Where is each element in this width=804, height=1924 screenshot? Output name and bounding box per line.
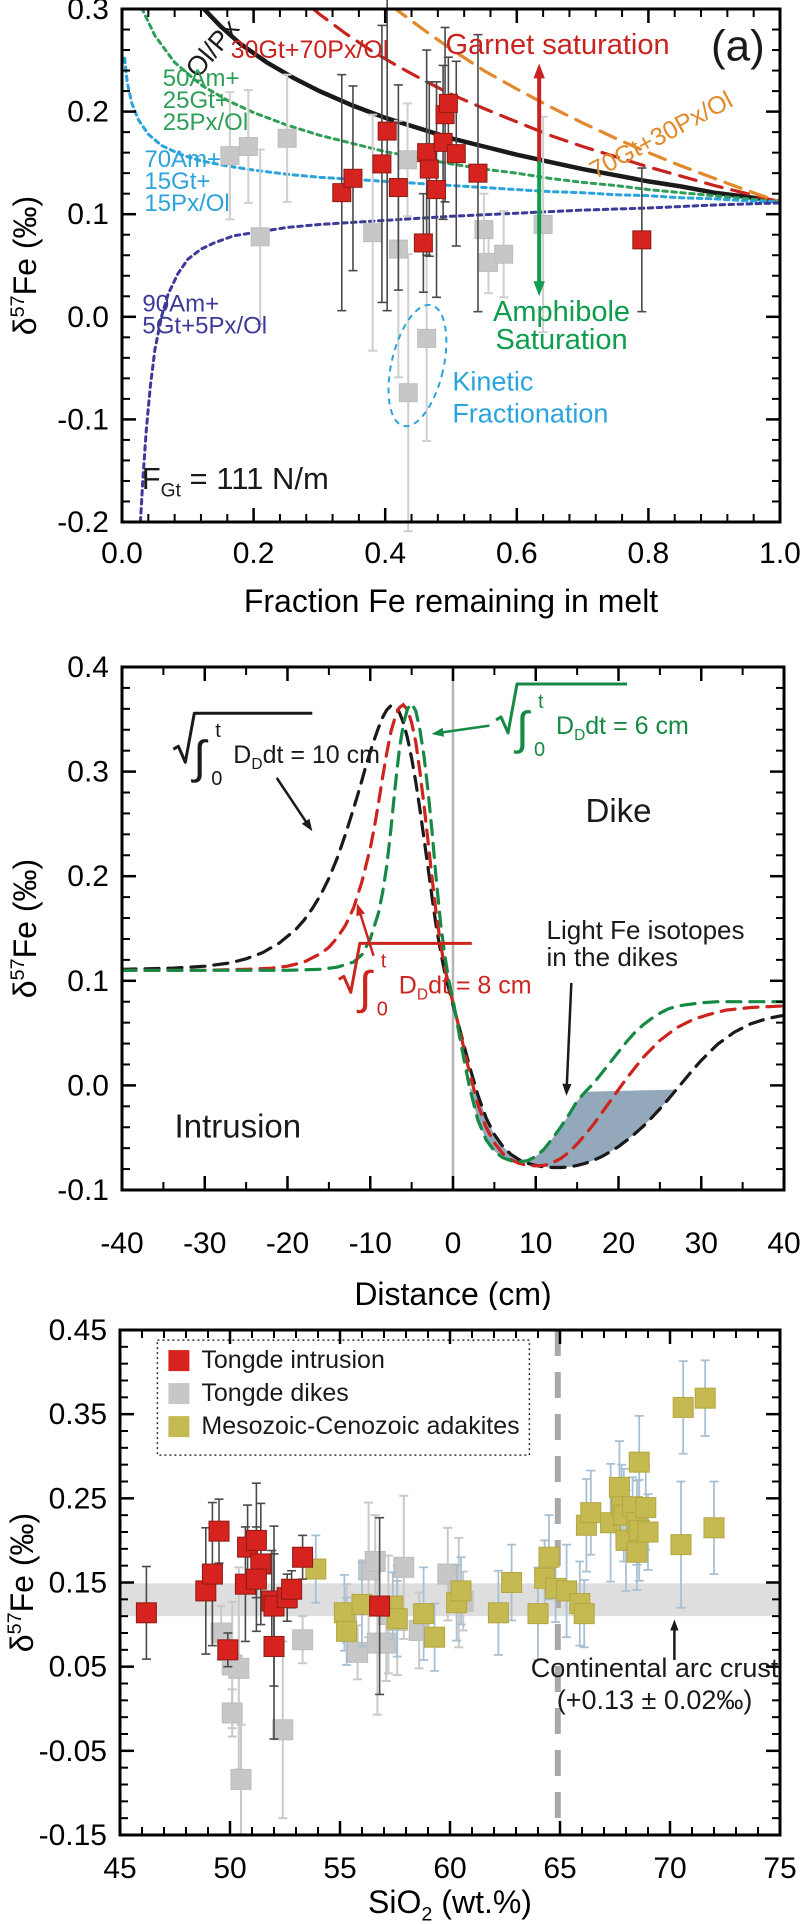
svg-text:-20: -20	[266, 1227, 309, 1260]
svg-text:70: 70	[653, 1852, 686, 1885]
svg-text:50Am+: 50Am+	[163, 65, 240, 92]
svg-text:45: 45	[103, 1852, 136, 1885]
svg-text:0.15: 0.15	[49, 1567, 107, 1600]
svg-text:Dike: Dike	[585, 792, 651, 829]
series-tongde-intrusion-markers	[332, 93, 652, 253]
svg-text:-0.15: -0.15	[39, 1819, 107, 1852]
svg-text:δ57Fe (‰): δ57Fe (‰)	[4, 1513, 40, 1652]
svg-text:15Px/Ol: 15Px/Ol	[144, 190, 229, 217]
svg-text:FGt = 111 N/m: FGt = 111 N/m	[142, 461, 329, 501]
svg-text:55: 55	[323, 1852, 356, 1885]
svg-text:25Px/Ol: 25Px/Ol	[163, 109, 248, 136]
svg-text:70Am+: 70Am+	[144, 146, 221, 173]
svg-text:-0.2: -0.2	[57, 506, 109, 539]
series-adakites-markers	[305, 1387, 725, 1648]
svg-text:0.45: 0.45	[49, 1314, 107, 1347]
svg-text:20: 20	[602, 1227, 635, 1260]
series-tongde-dikes-markers	[220, 128, 553, 403]
svg-text:60: 60	[433, 1852, 466, 1885]
svg-text:0: 0	[211, 768, 222, 790]
svg-text:Intrusion: Intrusion	[175, 1108, 302, 1145]
svg-text:0: 0	[445, 1227, 462, 1260]
svg-text:-10: -10	[349, 1227, 392, 1260]
panel-a-axes: 0.0 0.2 0.4 0.6 0.8 1.0 0.3 0.2 0.1 0.0 -0.1 -0.2 Fr…	[7, 0, 801, 619]
svg-text:Tongde dikes: Tongde dikes	[201, 1379, 348, 1407]
svg-text:-0.05: -0.05	[39, 1735, 107, 1768]
svg-text:15Gt+: 15Gt+	[144, 168, 210, 195]
svg-text:40: 40	[767, 1227, 800, 1260]
panel-b-axes: -40 -30 -20 -10 0 10 20 30 40 0.4 0.3 0.2 0.1 0.0 -0.1…	[7, 651, 801, 1310]
panel-c-axes: 45 50 55 60 65 70 75 0.45 0.35 0.25 0.15 0.05 -0.05 -…	[4, 1314, 797, 1924]
svg-text:DDdt = 10 cm: DDdt = 10 cm	[233, 741, 380, 773]
svg-text:0.3: 0.3	[67, 756, 109, 789]
svg-text:90Am+: 90Am+	[142, 291, 219, 318]
svg-text:in the dikes: in the dikes	[547, 942, 679, 972]
svg-text:75: 75	[763, 1852, 796, 1885]
svg-text:0.0: 0.0	[67, 1069, 109, 1102]
svg-text:0.2: 0.2	[67, 96, 109, 129]
svg-text:Kinetic: Kinetic	[452, 367, 533, 397]
svg-text:0.35: 0.35	[49, 1398, 107, 1431]
svg-text:0.8: 0.8	[628, 537, 670, 570]
svg-text:0: 0	[534, 739, 545, 761]
svg-text:0.2: 0.2	[67, 860, 109, 893]
svg-text:Garnet saturation: Garnet saturation	[446, 29, 670, 61]
svg-text:-0.1: -0.1	[57, 1174, 109, 1207]
svg-text:Saturation: Saturation	[495, 324, 627, 356]
svg-text:δ57Fe (‰): δ57Fe (‰)	[7, 196, 43, 335]
svg-text:5Gt+5Px/Ol: 5Gt+5Px/Ol	[142, 313, 267, 340]
panel-b: ∫ t 0 DDdt = 10 cm ∫ t 0 DDdt = 8 cm ∫ t 0 DDdt = 6…	[0, 630, 804, 1310]
svg-text:Amphibole: Amphibole	[493, 296, 630, 328]
svg-text:0: 0	[377, 998, 388, 1020]
svg-text:Fraction Fe remaining in melt: Fraction Fe remaining in melt	[244, 583, 658, 619]
svg-text:t: t	[215, 720, 221, 742]
panel-c: Tongde intrusion Tongde dikes Mesozoic-Cen…	[0, 1310, 804, 1924]
svg-text:10: 10	[519, 1227, 552, 1260]
svg-text:SiO2 (wt.%): SiO2 (wt.%)	[368, 1884, 532, 1924]
svg-text:0.0: 0.0	[101, 537, 143, 570]
svg-text:-0.1: -0.1	[57, 403, 109, 436]
svg-text:0.0: 0.0	[67, 301, 109, 334]
svg-text:50: 50	[213, 1852, 246, 1885]
svg-text:∫: ∫	[190, 731, 208, 783]
svg-text:δ57Fe (‰): δ57Fe (‰)	[7, 859, 43, 998]
svg-text:Light Fe isotopes: Light Fe isotopes	[547, 915, 745, 945]
svg-text:DDdt = 8 cm: DDdt = 8 cm	[399, 971, 532, 1003]
svg-text:1.0: 1.0	[759, 537, 801, 570]
svg-text:DDdt = 6 cm: DDdt = 6 cm	[556, 712, 689, 744]
svg-text:0.25: 0.25	[49, 1482, 107, 1515]
svg-text:Distance (cm): Distance (cm)	[354, 1276, 551, 1310]
svg-text:0.2: 0.2	[233, 537, 275, 570]
svg-text:(a): (a)	[711, 21, 765, 70]
svg-text:Tongde intrusion: Tongde intrusion	[201, 1346, 384, 1374]
svg-text:Mesozoic-Cenozoic adakites: Mesozoic-Cenozoic adakites	[201, 1412, 519, 1440]
svg-text:0.1: 0.1	[67, 965, 109, 998]
series-tongde-intrusion-markers	[135, 1520, 391, 1661]
svg-text:0.4: 0.4	[364, 537, 406, 570]
svg-text:∫: ∫	[356, 961, 374, 1013]
svg-text:(+0.13 ± 0.02‰): (+0.13 ± 0.02‰)	[557, 1685, 753, 1715]
svg-text:0.3: 0.3	[67, 0, 109, 26]
svg-text:0.6: 0.6	[496, 537, 538, 570]
svg-text:0.4: 0.4	[67, 651, 109, 684]
svg-text:Fractionation: Fractionation	[452, 398, 608, 428]
svg-text:Continental arc crust: Continental arc crust	[531, 1653, 779, 1683]
svg-text:0.1: 0.1	[67, 198, 109, 231]
svg-text:-30: -30	[183, 1227, 226, 1260]
svg-text:30: 30	[685, 1227, 718, 1260]
svg-text:30Gt+70Px/Ol: 30Gt+70Px/Ol	[231, 36, 389, 64]
svg-text:t: t	[538, 691, 544, 713]
svg-text:-40: -40	[100, 1227, 143, 1260]
svg-text:25Gt+: 25Gt+	[163, 87, 229, 114]
svg-text:t: t	[381, 950, 387, 972]
svg-text:0.05: 0.05	[49, 1651, 107, 1684]
svg-text:∫: ∫	[513, 702, 531, 754]
svg-text:65: 65	[543, 1852, 576, 1885]
